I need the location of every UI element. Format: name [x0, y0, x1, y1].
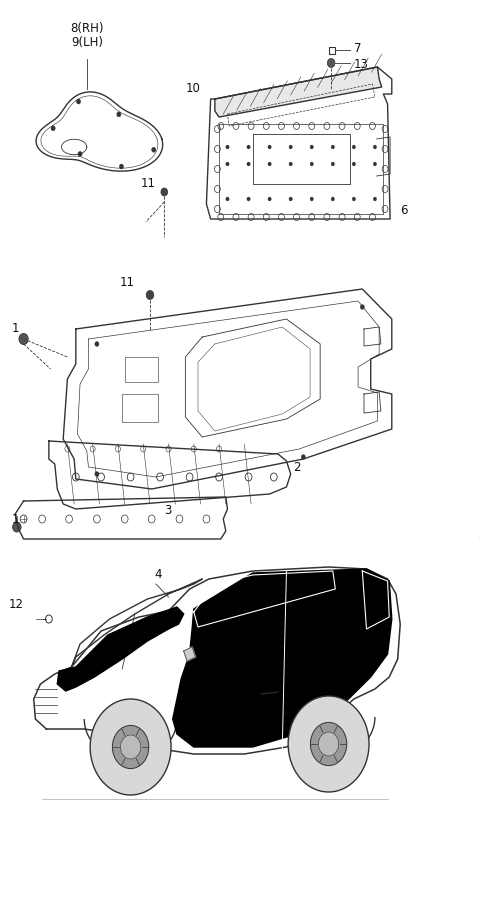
Circle shape: [90, 700, 171, 795]
Text: 12: 12: [9, 598, 24, 611]
Circle shape: [78, 152, 82, 158]
Circle shape: [120, 165, 123, 169]
Circle shape: [319, 732, 339, 756]
Circle shape: [289, 163, 292, 167]
Circle shape: [19, 334, 28, 345]
Text: 7: 7: [354, 42, 361, 55]
Text: 9(LH): 9(LH): [71, 36, 103, 48]
Circle shape: [51, 127, 55, 131]
Circle shape: [112, 725, 149, 769]
Circle shape: [360, 305, 364, 310]
Circle shape: [247, 163, 250, 167]
Text: 11: 11: [141, 177, 156, 189]
Polygon shape: [215, 68, 382, 118]
Circle shape: [247, 146, 250, 149]
Circle shape: [352, 163, 356, 167]
Text: 10: 10: [186, 81, 201, 95]
Circle shape: [152, 148, 156, 153]
Bar: [329, 48, 336, 55]
Circle shape: [12, 522, 21, 532]
Circle shape: [373, 198, 377, 201]
Text: 13: 13: [354, 57, 369, 70]
Circle shape: [331, 146, 335, 149]
Circle shape: [310, 198, 313, 201]
Circle shape: [373, 146, 377, 149]
Circle shape: [310, 146, 313, 149]
Circle shape: [331, 198, 335, 201]
Circle shape: [288, 696, 369, 793]
Circle shape: [310, 163, 313, 167]
Circle shape: [117, 113, 121, 118]
Circle shape: [95, 472, 99, 477]
Circle shape: [247, 198, 250, 201]
Circle shape: [352, 198, 356, 201]
Bar: [125, 358, 158, 383]
Circle shape: [76, 100, 81, 105]
Circle shape: [226, 146, 229, 149]
Text: 11: 11: [120, 275, 135, 288]
Text: 5: 5: [479, 527, 480, 541]
Circle shape: [146, 292, 154, 300]
Text: 8(RH): 8(RH): [70, 22, 104, 35]
Text: 4: 4: [155, 568, 162, 581]
Circle shape: [327, 59, 335, 68]
Circle shape: [268, 146, 271, 149]
Text: 2: 2: [293, 461, 300, 474]
Polygon shape: [173, 569, 392, 747]
Circle shape: [289, 146, 292, 149]
Circle shape: [95, 343, 99, 347]
Circle shape: [120, 735, 141, 759]
Circle shape: [268, 198, 271, 201]
Text: 3: 3: [164, 503, 172, 516]
Polygon shape: [57, 608, 184, 691]
Circle shape: [331, 163, 335, 167]
Circle shape: [311, 722, 347, 766]
Circle shape: [301, 455, 305, 460]
Circle shape: [226, 198, 229, 201]
Circle shape: [161, 189, 168, 197]
Circle shape: [289, 198, 292, 201]
Polygon shape: [184, 648, 195, 661]
Text: 1: 1: [12, 513, 19, 526]
Text: 1: 1: [12, 322, 19, 334]
Text: 6: 6: [400, 203, 408, 216]
Circle shape: [226, 163, 229, 167]
Circle shape: [352, 146, 356, 149]
Circle shape: [373, 163, 377, 167]
Bar: [122, 394, 157, 423]
Circle shape: [268, 163, 271, 167]
